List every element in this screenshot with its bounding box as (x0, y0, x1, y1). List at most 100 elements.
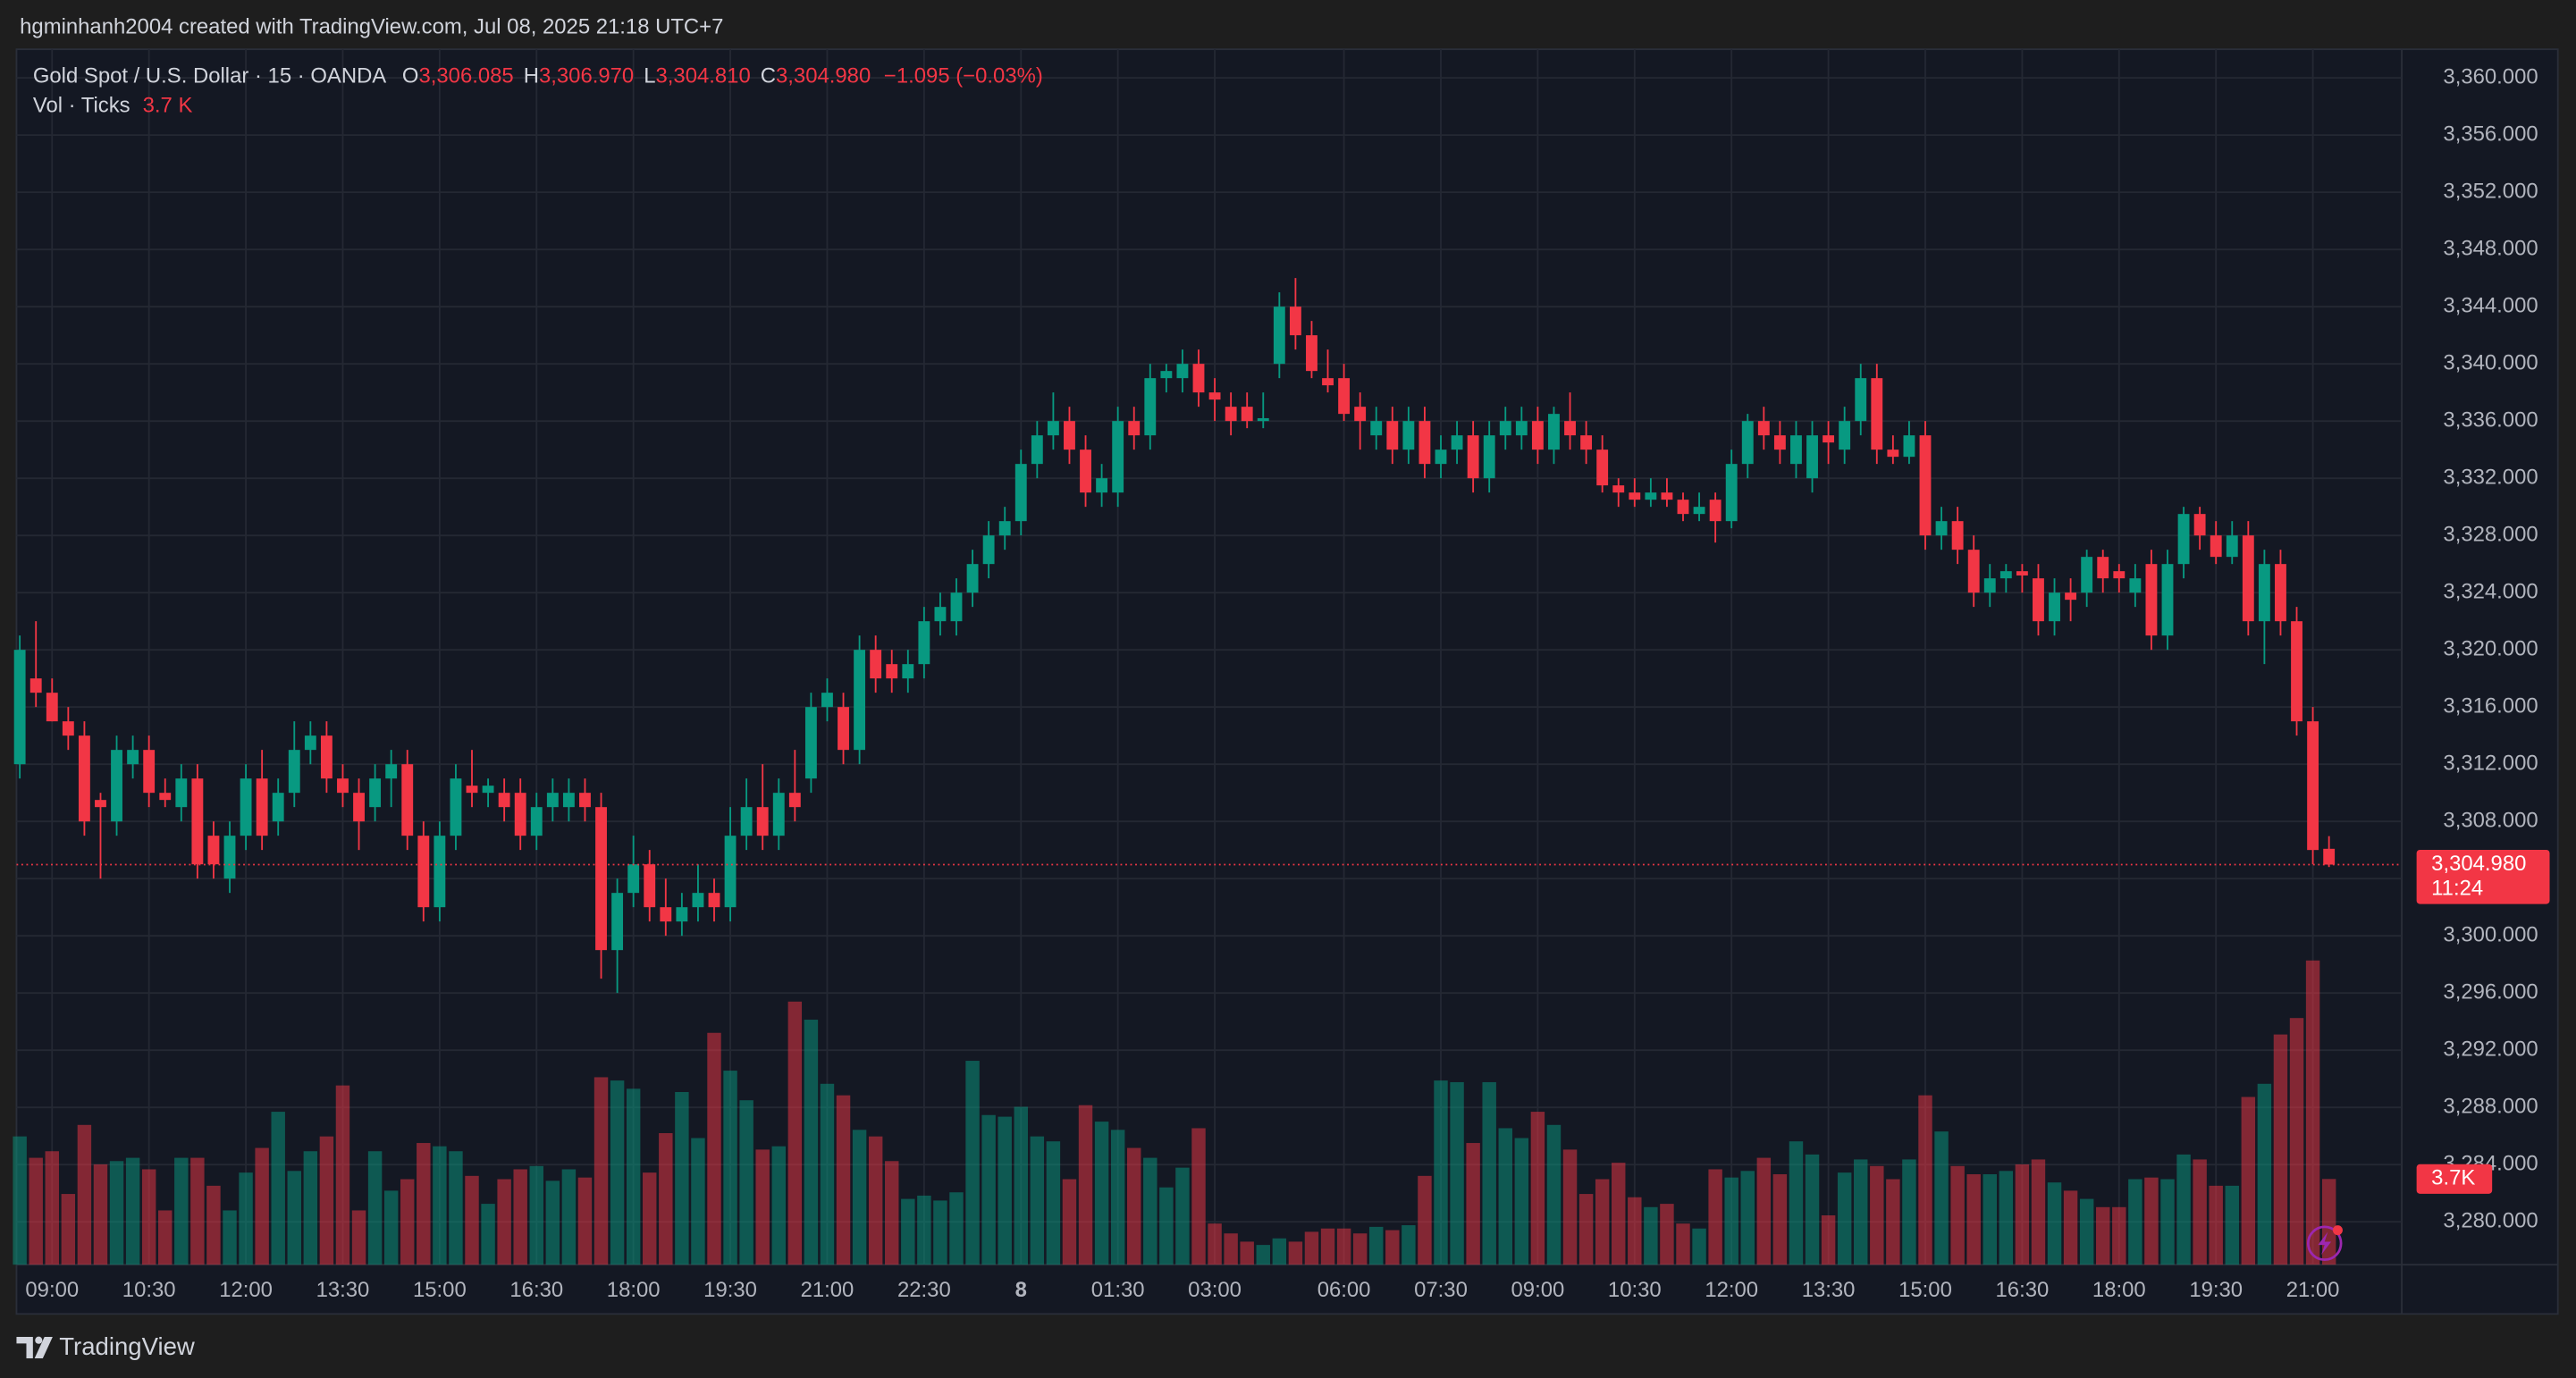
volume-bar (1950, 1165, 1965, 1265)
candle-body (450, 778, 462, 836)
volume-bar (1418, 1175, 1432, 1265)
candle-body (1338, 378, 1351, 415)
volume-bar (1046, 1141, 1061, 1265)
candle-body (1306, 335, 1317, 372)
candle-body (2291, 621, 2302, 722)
volume-bar (1546, 1124, 1562, 1265)
candle-body (821, 693, 833, 708)
volume-bar (1562, 1149, 1578, 1265)
grid (16, 49, 2403, 1265)
volume-bar (917, 1195, 931, 1265)
volume-bar (1062, 1179, 1077, 1265)
candle-body (934, 607, 947, 622)
x-tick-label: 12:00 (219, 1278, 273, 1302)
volume-bar (998, 1116, 1012, 1265)
volume-bar (981, 1114, 996, 1265)
y-tick-label: 3,296.000 (2443, 979, 2538, 1004)
volume-bar (417, 1143, 431, 1265)
x-tick-label: 03:00 (1188, 1278, 1242, 1302)
x-tick-label: 12:00 (1705, 1278, 1758, 1302)
candle-body (1467, 435, 1479, 479)
volume-bar (383, 1190, 399, 1265)
candle-body (740, 807, 753, 836)
volume-bar (1175, 1167, 1190, 1265)
volume-bar (1208, 1223, 1222, 1265)
candle-body (660, 907, 672, 922)
symbol: Gold Spot / U.S. Dollar · 15 · OANDA (33, 64, 386, 88)
volume-bar (1628, 1197, 1642, 1265)
candle-body (417, 836, 430, 908)
candle-body (127, 750, 139, 765)
candle-body (998, 521, 1011, 536)
volume-title: Vol · Ticks (33, 94, 130, 118)
candle-body (804, 707, 817, 779)
candle-body (466, 786, 478, 794)
volume-bar (852, 1130, 867, 1265)
volume-bar (1385, 1230, 1400, 1265)
volume-bar (1740, 1171, 1755, 1265)
volume-bar (1805, 1154, 1820, 1265)
volume-bar (1789, 1141, 1804, 1265)
candle-body (918, 621, 930, 665)
x-tick-label: 21:00 (801, 1278, 854, 1302)
candle-body (2145, 564, 2158, 636)
candle-body (1160, 371, 1173, 379)
volume-bar (2176, 1154, 2191, 1265)
x-tick-label: 16:30 (509, 1278, 563, 1302)
volume-bar (1191, 1128, 1206, 1265)
x-tick-label: 22:30 (897, 1278, 951, 1302)
candle-body (1903, 435, 1915, 458)
candle-body (2193, 514, 2206, 536)
volume-bar (400, 1179, 415, 1265)
candle-body (1257, 417, 1269, 422)
volume-bar (610, 1080, 625, 1265)
ohlc-key: C (761, 64, 776, 88)
volume-bar (561, 1169, 577, 1265)
x-tick-label: 8 (1015, 1278, 1027, 1302)
volume-bar (1240, 1241, 1254, 1265)
candle-body (2307, 721, 2319, 851)
candle-body (304, 735, 316, 751)
x-tick-label: 13:30 (316, 1278, 370, 1302)
candle-body (1515, 421, 1528, 436)
volume-bar (965, 1061, 980, 1265)
candle-body (1967, 550, 1980, 593)
volume-bar (1336, 1228, 1351, 1265)
volume-bar (1224, 1233, 1238, 1265)
volume-bar (465, 1175, 479, 1265)
y-tick-label: 3,308.000 (2443, 808, 2538, 832)
candle-body (175, 778, 188, 808)
volume-bar (255, 1147, 269, 1265)
x-tick-label: 19:30 (2189, 1278, 2243, 1302)
logo-dot (35, 1336, 43, 1344)
candle-body (498, 793, 510, 808)
candle-body (595, 807, 607, 951)
candle-body (2210, 535, 2222, 558)
volume-bar (2160, 1179, 2175, 1265)
candle-body (320, 735, 333, 779)
volume-bar (1304, 1231, 1319, 1265)
volume-bar (1127, 1147, 1141, 1265)
y-tick-label: 3,316.000 (2443, 693, 2538, 718)
volume-bar (1983, 1173, 1997, 1265)
volume-bar (174, 1157, 189, 1265)
legend: Gold Spot / U.S. Dollar · 15 · OANDA O3,… (33, 64, 1043, 88)
candle-body (2129, 578, 2142, 593)
candle-body (2161, 564, 2174, 636)
x-tick-label: 10:30 (122, 1278, 176, 1302)
candle-body (256, 778, 268, 836)
candle-body (1871, 378, 1883, 450)
header: hgminhanh2004 created with TradingView.c… (20, 15, 723, 39)
x-tick-label: 15:00 (413, 1278, 467, 1302)
volume-bar (1466, 1143, 1480, 1265)
volume-bar (1692, 1228, 1706, 1265)
volume-bar (433, 1146, 447, 1265)
candle-body (353, 793, 365, 822)
y-tick-label: 3,312.000 (2443, 751, 2538, 775)
candle-body (1031, 435, 1043, 465)
volume-bar (1918, 1095, 1932, 1265)
candle-body (272, 793, 284, 822)
volume-bar (2241, 1097, 2256, 1265)
